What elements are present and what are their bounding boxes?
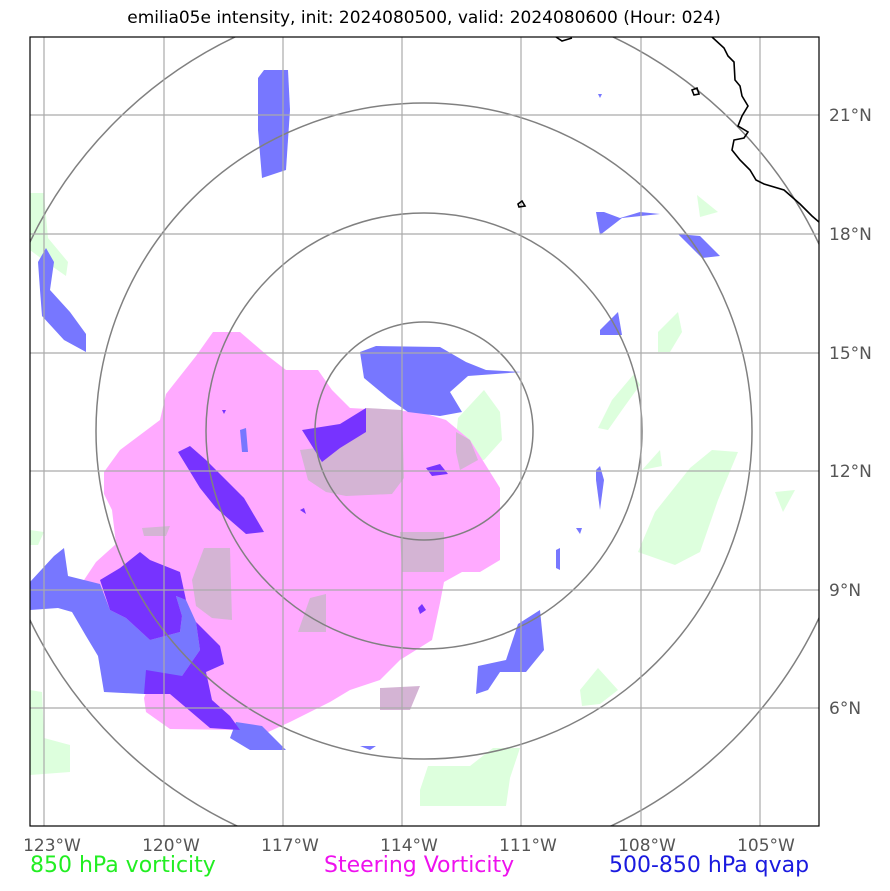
graticule	[30, 37, 819, 826]
lon-label: 111°W	[499, 836, 557, 856]
legend-qvap-500-850: 500-850 hPa qvap	[609, 853, 810, 878]
lon-label: 123°W	[23, 836, 81, 856]
lon-label: 117°W	[261, 836, 319, 856]
coastline	[517, 37, 819, 223]
chart-title: emilia05e intensity, init: 2024080500, v…	[127, 8, 721, 28]
lat-label: 12°N	[829, 462, 872, 482]
lon-label: 120°W	[142, 836, 200, 856]
range-rings	[30, 37, 819, 826]
longitude-labels: 123°W 120°W 117°W 114°W 111°W 108°W 105°…	[23, 836, 795, 856]
lon-label: 108°W	[618, 836, 676, 856]
range-ring-3	[95, 102, 753, 760]
legend-steering-vorticity: Steering Vorticity	[324, 853, 515, 878]
lat-label: 6°N	[829, 699, 861, 719]
lat-label: 21°N	[829, 106, 872, 126]
lon-label: 114°W	[380, 836, 438, 856]
lat-label: 18°N	[829, 225, 872, 245]
lon-label: 105°W	[737, 836, 795, 856]
lat-label: 9°N	[829, 581, 861, 601]
legend-vorticity-850: 850 hPa vorticity	[30, 853, 216, 878]
qvap-500-850-contours	[30, 70, 720, 750]
latitude-labels: 21°N 18°N 15°N 12°N 9°N 6°N	[829, 106, 872, 719]
lat-label: 15°N	[829, 344, 872, 364]
plot-frame	[29, 36, 820, 827]
vorticity-850-contours	[30, 193, 795, 806]
range-ring-2	[205, 212, 643, 650]
range-ring-1	[314, 321, 534, 541]
